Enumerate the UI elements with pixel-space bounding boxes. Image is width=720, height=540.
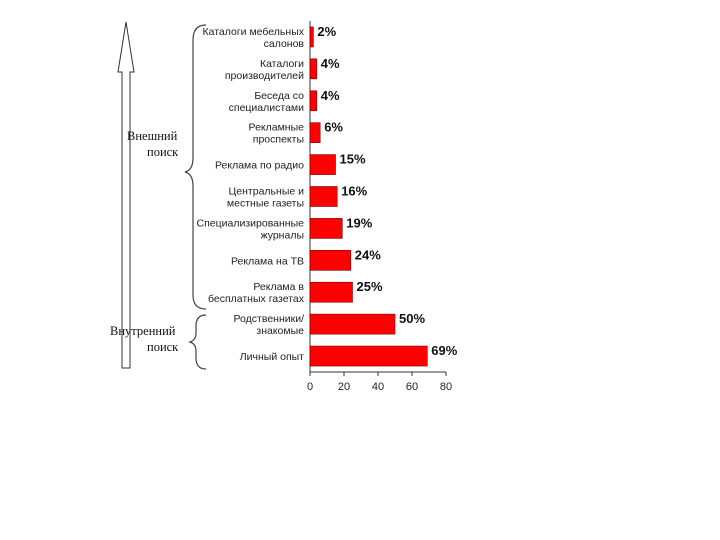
value-label: 25%	[357, 279, 383, 294]
value-label: 2%	[317, 24, 336, 39]
value-label: 6%	[324, 120, 343, 135]
value-label: 24%	[355, 247, 381, 262]
category-label: Реклама на ТВ	[231, 255, 304, 267]
category-label: Рекламные проспекты	[249, 122, 305, 146]
labels-layer: 2% Каталоги мебельных салонов 4% Каталоги про…	[197, 24, 458, 363]
x-tick-label: 60	[406, 381, 418, 393]
bar	[309, 154, 336, 175]
value-label: 50%	[399, 311, 425, 326]
bar	[309, 186, 338, 207]
ticks-layer: 0 20 40 60 80	[307, 372, 452, 393]
category-label: Специализированные журналы	[197, 217, 305, 241]
value-label: 4%	[321, 56, 340, 71]
category-label: Центральные и местные газеты	[227, 186, 304, 210]
bar	[309, 250, 352, 271]
category-label: Каталоги производителей	[225, 58, 304, 82]
x-tick-label: 20	[338, 381, 350, 393]
category-label: Родственники/знакомые	[234, 313, 305, 337]
bar	[309, 313, 396, 335]
x-tick-label: 40	[372, 381, 384, 393]
value-label: 4%	[321, 88, 340, 103]
bar	[309, 345, 428, 367]
bar	[309, 90, 318, 112]
bars-layer	[309, 26, 428, 367]
arrow-shape	[117, 21, 135, 369]
category-label: Каталоги мебельных салонов	[203, 26, 305, 50]
x-tick-label: 80	[440, 381, 452, 393]
category-label: Реклама по радио	[215, 160, 304, 172]
category-label: Беседа со специалистами	[229, 90, 305, 114]
value-label: 15%	[340, 152, 366, 167]
internal-search-label: Внутренний поиск	[110, 324, 179, 354]
search-direction-arrow	[117, 21, 135, 369]
bar	[309, 122, 321, 143]
x-tick-label: 0	[307, 381, 313, 393]
external-search-label: Внешний поиск	[127, 129, 180, 159]
bar	[309, 281, 353, 303]
value-label: 19%	[346, 215, 372, 230]
category-label: Реклама в бесплатных газетах	[208, 281, 305, 305]
bar	[309, 218, 343, 239]
internal-search-brace	[188, 314, 207, 370]
external-search-brace	[184, 24, 207, 310]
bar	[309, 26, 314, 48]
bar	[309, 58, 318, 80]
value-label: 16%	[341, 184, 367, 199]
category-label: Личный опыт	[240, 351, 304, 363]
value-label: 69%	[431, 343, 457, 358]
